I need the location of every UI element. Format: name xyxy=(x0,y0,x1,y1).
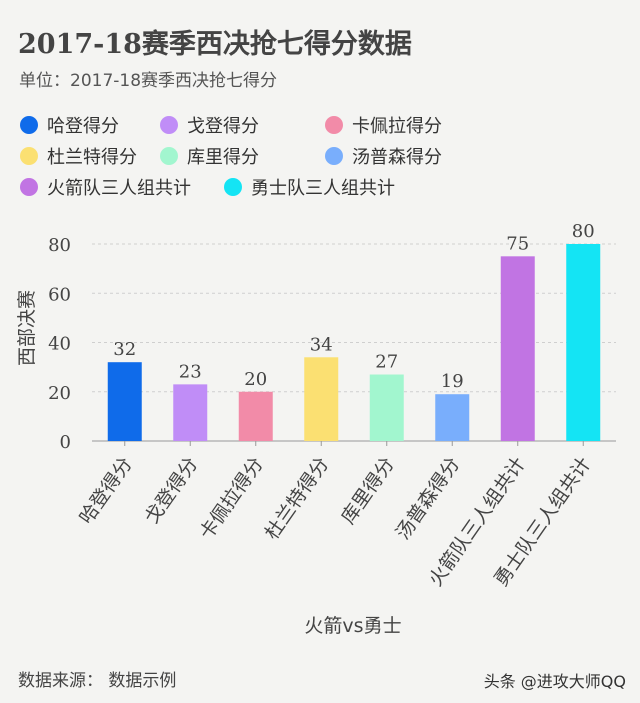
legend-swatch xyxy=(325,116,343,134)
legend-label: 卡佩拉得分 xyxy=(352,116,442,137)
x-tick-label: 杜兰特得分 xyxy=(261,453,334,543)
bar xyxy=(304,357,339,441)
data-label: 80 xyxy=(572,221,595,242)
x-tick-label: 汤普森得分 xyxy=(392,453,465,543)
legend-item[interactable]: 库里得分 xyxy=(160,143,259,169)
x-tick-label: 戈登得分 xyxy=(141,453,203,528)
legend-swatch xyxy=(20,178,38,196)
legend-swatch xyxy=(325,147,343,165)
legend-label: 戈登得分 xyxy=(187,116,259,137)
data-label: 75 xyxy=(506,233,529,254)
legend-item[interactable]: 汤普森得分 xyxy=(325,143,442,169)
x-tick-label: 卡佩拉得分 xyxy=(195,453,268,543)
legend-label: 勇士队三人组共计 xyxy=(251,178,395,199)
data-label: 20 xyxy=(244,369,267,390)
legend-swatch xyxy=(160,147,178,165)
legend-item[interactable]: 哈登得分 xyxy=(20,112,119,138)
data-label: 34 xyxy=(310,334,333,355)
x-tick-label: 哈登得分 xyxy=(75,453,137,528)
data-label: 32 xyxy=(113,339,136,360)
chart-subtitle: 单位：2017-18赛季西决抢七得分 xyxy=(19,71,278,91)
watermark: 头条 @进攻大师QQ xyxy=(483,672,626,691)
legend-item[interactable]: 火箭队三人组共计 xyxy=(20,174,191,200)
legend-label: 汤普森得分 xyxy=(352,147,442,168)
x-axis-title: 火箭vs勇士 xyxy=(304,615,401,637)
bar xyxy=(500,256,535,441)
chart-title: 2017-18赛季西决抢七得分数据 xyxy=(18,29,412,60)
bar xyxy=(238,391,273,441)
data-label: 19 xyxy=(441,371,464,392)
legend-swatch xyxy=(20,116,38,134)
legend-label: 库里得分 xyxy=(187,147,259,168)
bar xyxy=(369,374,404,441)
legend-swatch xyxy=(20,147,38,165)
y-tick-label: 40 xyxy=(48,334,71,355)
y-tick-label: 0 xyxy=(60,432,71,453)
x-tick-label: 库里得分 xyxy=(337,453,399,528)
bar xyxy=(107,362,142,441)
y-tick-label: 60 xyxy=(48,284,71,305)
legend-label: 火箭队三人组共计 xyxy=(47,178,191,199)
legend-item[interactable]: 戈登得分 xyxy=(160,112,259,138)
bar xyxy=(566,244,601,441)
data-source: 数据来源： 数据示例 xyxy=(18,671,177,691)
y-axis-title: 西部决赛 xyxy=(16,290,38,366)
data-label: 23 xyxy=(179,361,202,382)
y-tick-label: 20 xyxy=(48,383,71,404)
legend-swatch xyxy=(160,116,178,134)
legend-swatch xyxy=(224,178,242,196)
legend-item[interactable]: 勇士队三人组共计 xyxy=(224,174,395,200)
data-label: 27 xyxy=(375,352,398,373)
legend-label: 杜兰特得分 xyxy=(47,147,137,168)
bar xyxy=(173,384,208,441)
legend-item[interactable]: 卡佩拉得分 xyxy=(325,112,442,138)
bar xyxy=(435,394,470,441)
y-tick-label: 80 xyxy=(48,235,71,256)
legend-item[interactable]: 杜兰特得分 xyxy=(20,143,137,169)
legend-label: 哈登得分 xyxy=(47,116,119,137)
